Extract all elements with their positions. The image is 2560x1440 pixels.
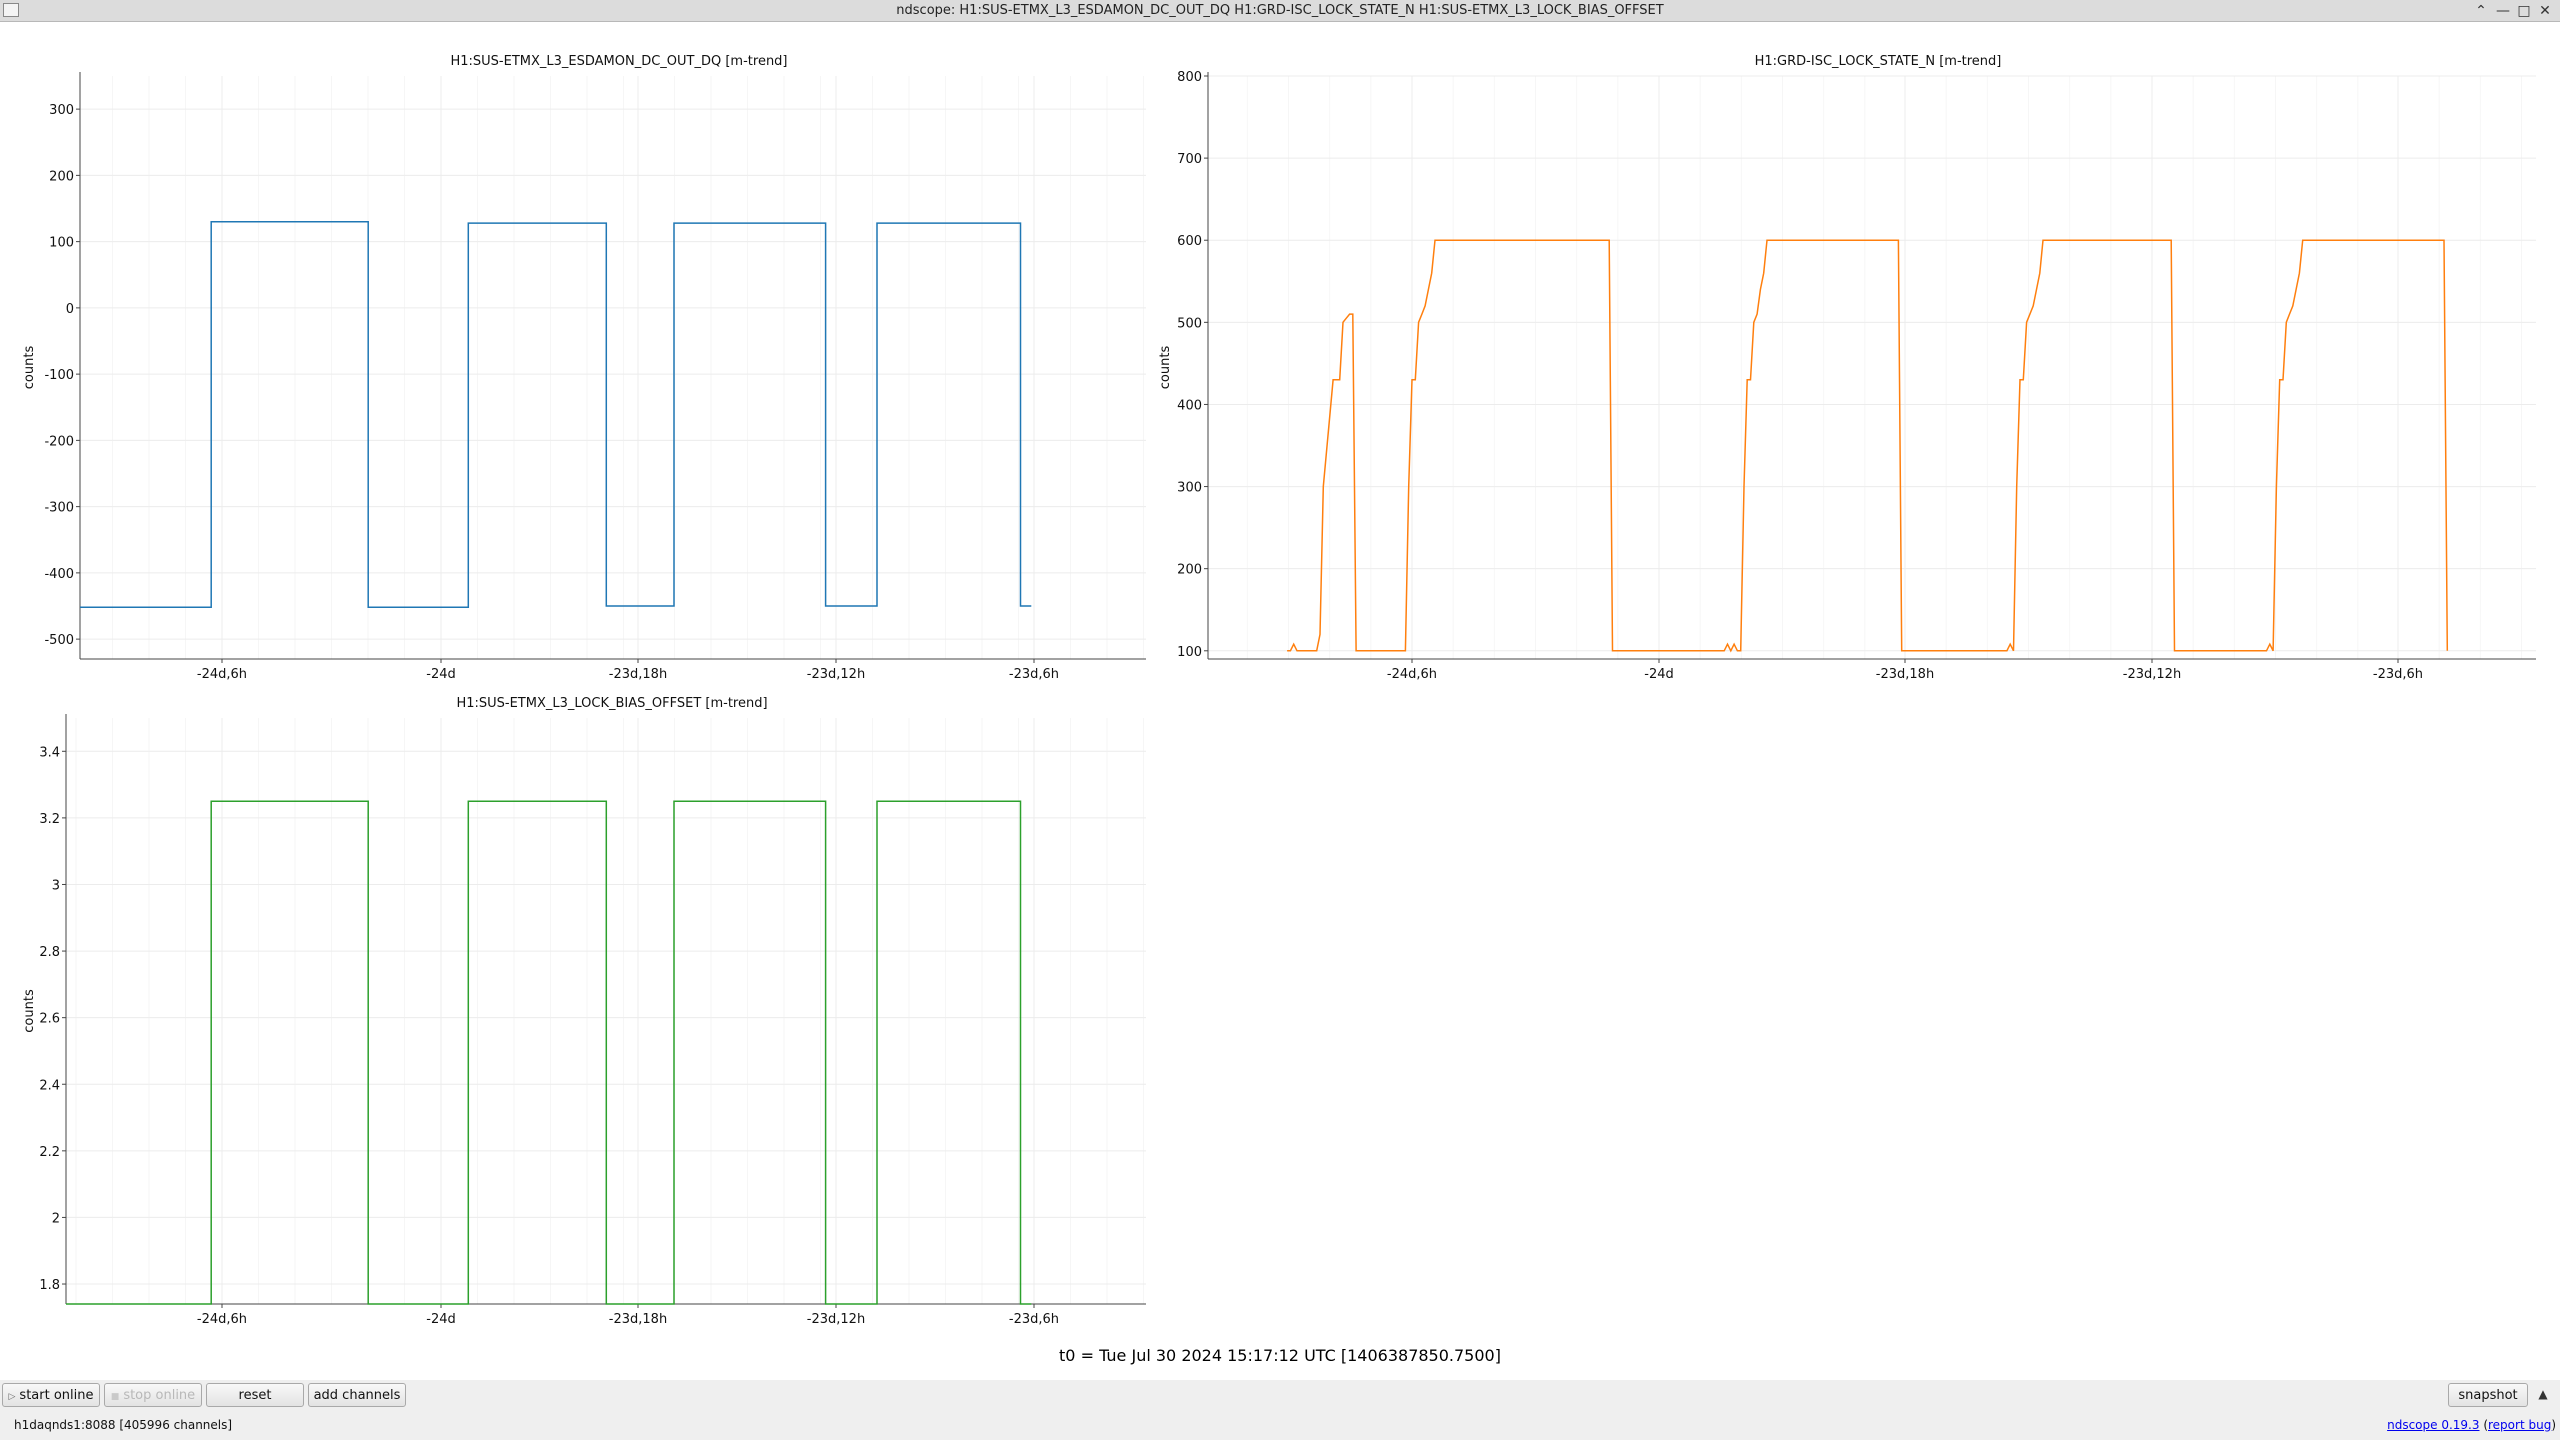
plot-area: -24d,6h -24d -23d,18h -23d,12h -23d,6h 300 200… bbox=[0, 22, 2560, 1380]
plots-canvas[interactable]: -24d,6h -24d -23d,18h -23d,12h -23d,6h 300 200… bbox=[0, 22, 2560, 1342]
x-tick-label: -24d bbox=[426, 1312, 456, 1327]
chart-title: H1:GRD-ISC_LOCK_STATE_N [m-trend] bbox=[1755, 54, 2002, 69]
chart-3: -24d,6h -24d -23d,18h -23d,12h -23d,6h 3.4 3.2… bbox=[22, 696, 1146, 1327]
window-title: ndscope: H1:SUS-ETMX_L3_ESDAMON_DC_OUT_D… bbox=[896, 3, 1664, 18]
y-tick-label: 2 bbox=[52, 1211, 60, 1226]
x-tick-label: -23d,6h bbox=[1009, 1312, 1059, 1327]
x-tick-label: -23d,12h bbox=[807, 1312, 865, 1327]
y-tick-label: 200 bbox=[1177, 563, 1202, 578]
y-tick-label: 200 bbox=[49, 169, 74, 184]
chart-2: -24d,6h -24d -23d,18h -23d,12h -23d,6h 800 700… bbox=[1158, 54, 2536, 682]
t0-label: t0 = Tue Jul 30 2024 15:17:12 UTC [14063… bbox=[1059, 1346, 1501, 1365]
y-tick-label: 300 bbox=[1177, 481, 1202, 496]
x-tick-label: -24d bbox=[1644, 667, 1674, 682]
close-icon[interactable]: ✕ bbox=[2539, 3, 2551, 19]
y-tick-label: 1.8 bbox=[39, 1278, 60, 1293]
x-tick-label: -24d,6h bbox=[1387, 667, 1437, 682]
y-tick-label: 2.2 bbox=[39, 1145, 60, 1160]
server-status: h1daqnds1:8088 [405996 channels] bbox=[14, 1418, 233, 1432]
y-tick-label: 2.8 bbox=[39, 945, 60, 960]
y-tick-label: 300 bbox=[49, 103, 74, 118]
y-tick-label: 800 bbox=[1177, 70, 1202, 85]
y-tick-label: 0 bbox=[66, 302, 74, 317]
x-tick-label: -23d,18h bbox=[609, 1312, 667, 1327]
play-icon: ▷ bbox=[8, 1392, 16, 1402]
x-tick-label: -23d,6h bbox=[1009, 667, 1059, 682]
app-icon[interactable] bbox=[3, 3, 19, 17]
reset-button[interactable]: reset bbox=[206, 1383, 304, 1407]
y-tick-label: 100 bbox=[1177, 645, 1202, 660]
y-tick-label: 3.4 bbox=[39, 745, 60, 760]
keep-above-icon[interactable]: ⌃ bbox=[2475, 3, 2487, 19]
y-tick-label: 500 bbox=[1177, 316, 1202, 331]
stop-online-button: ■ stop online bbox=[104, 1383, 202, 1407]
chart-title: H1:SUS-ETMX_L3_LOCK_BIAS_OFFSET [m-trend… bbox=[456, 696, 767, 711]
series-line bbox=[66, 800, 1032, 1305]
y-axis-label: counts bbox=[22, 989, 37, 1033]
y-tick-label: 100 bbox=[49, 236, 74, 251]
add-channels-button[interactable]: add channels bbox=[308, 1383, 406, 1407]
x-tick-label: -23d,18h bbox=[609, 667, 667, 682]
expand-up-icon[interactable]: ▲ bbox=[2538, 1387, 2548, 1401]
y-tick-label: 2.6 bbox=[39, 1012, 60, 1027]
y-tick-label: 400 bbox=[1177, 398, 1202, 413]
stop-icon: ■ bbox=[110, 1392, 120, 1402]
stop-online-label: stop online bbox=[123, 1388, 196, 1403]
version-link[interactable]: ndscope 0.19.3 bbox=[2387, 1418, 2480, 1432]
x-tick-label: -23d,18h bbox=[1876, 667, 1934, 682]
y-axis-label: counts bbox=[1158, 346, 1173, 390]
series-line bbox=[1287, 239, 2449, 653]
y-tick-label: -200 bbox=[44, 434, 74, 449]
y-tick-label: 600 bbox=[1177, 234, 1202, 249]
x-tick-label: -24d,6h bbox=[197, 1312, 247, 1327]
y-tick-label: 700 bbox=[1177, 152, 1202, 167]
start-online-label: start online bbox=[19, 1388, 94, 1403]
y-tick-label: -300 bbox=[44, 501, 74, 516]
control-bar: ▷ start online ■ stop online reset add cha… bbox=[0, 1380, 2560, 1440]
x-tick-label: -23d,12h bbox=[2123, 667, 2181, 682]
y-tick-label: 3.2 bbox=[39, 812, 60, 827]
window-titlebar[interactable]: ndscope: H1:SUS-ETMX_L3_ESDAMON_DC_OUT_D… bbox=[0, 0, 2560, 22]
x-tick-label: -24d bbox=[426, 667, 456, 682]
chart-title: H1:SUS-ETMX_L3_ESDAMON_DC_OUT_DQ [m-tren… bbox=[450, 54, 787, 69]
start-online-button[interactable]: ▷ start online bbox=[2, 1383, 100, 1407]
y-axis-label: counts bbox=[22, 346, 37, 390]
version-info: ndscope 0.19.3 (report bug) bbox=[2387, 1418, 2556, 1432]
x-tick-label: -24d,6h bbox=[197, 667, 247, 682]
chart-1: -24d,6h -24d -23d,18h -23d,12h -23d,6h 300 200… bbox=[22, 54, 1146, 682]
y-tick-label: 3 bbox=[52, 878, 60, 893]
snapshot-button[interactable]: snapshot bbox=[2448, 1383, 2528, 1407]
snapshot-label: snapshot bbox=[2458, 1388, 2518, 1403]
x-tick-label: -23d,12h bbox=[807, 667, 865, 682]
status-bar: h1daqnds1:8088 [405996 channels] ndscope… bbox=[0, 1414, 2560, 1436]
report-bug-link[interactable]: report bug bbox=[2488, 1418, 2552, 1432]
add-channels-label: add channels bbox=[313, 1388, 401, 1403]
x-tick-label: -23d,6h bbox=[2373, 667, 2423, 682]
series-line bbox=[80, 221, 1032, 609]
minimize-icon[interactable]: — bbox=[2496, 3, 2510, 19]
y-tick-label: -100 bbox=[44, 368, 74, 383]
reset-label: reset bbox=[238, 1388, 272, 1403]
maximize-icon[interactable]: □ bbox=[2517, 3, 2531, 19]
y-tick-label: -500 bbox=[44, 633, 74, 648]
y-tick-label: -400 bbox=[44, 567, 74, 582]
y-tick-label: 2.4 bbox=[39, 1078, 60, 1093]
